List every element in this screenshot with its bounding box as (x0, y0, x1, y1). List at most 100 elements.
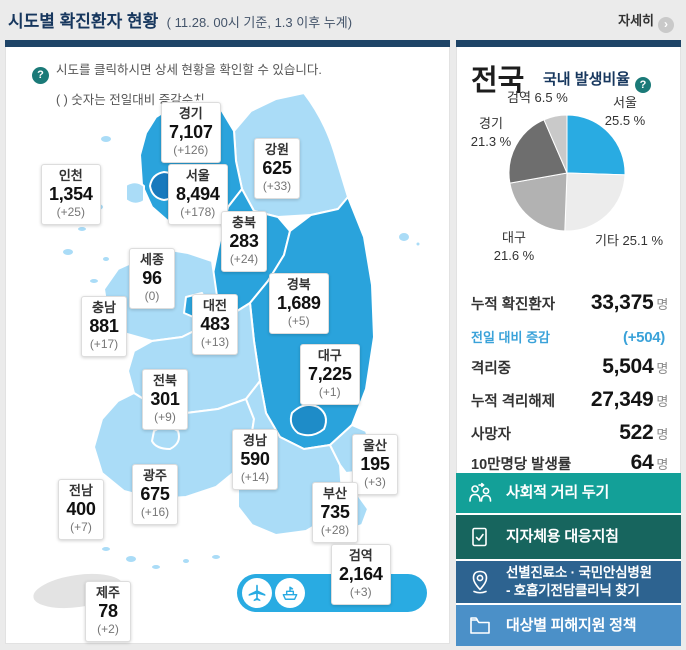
more-link-label: 자세히 (618, 13, 654, 28)
region-label-daejeon[interactable]: 대전 483 (+13) (192, 294, 238, 355)
region-count: 301 (150, 389, 180, 409)
region-label-jeju[interactable]: 제주 78 (+2) (85, 581, 131, 642)
region-label-daegu[interactable]: 대구 7,225 (+1) (300, 344, 360, 405)
region-count: 1,354 (49, 184, 93, 204)
more-link[interactable]: 자세히 › (618, 10, 674, 33)
stat-unit: 명 (656, 457, 668, 472)
region-count: 195 (360, 454, 390, 474)
stat-value: 64 명 (630, 451, 669, 474)
region-name: 세종 (140, 252, 164, 267)
region-label-jeonnam[interactable]: 전남 400 (+7) (58, 479, 104, 540)
region-delta: (+13) (200, 335, 230, 349)
region-delta: (+2) (97, 622, 119, 636)
pie-label-etc: 기타 25.1 % (595, 232, 663, 250)
region-name: 전북 (153, 373, 177, 388)
region-name: 대구 (317, 348, 342, 363)
stat-deaths: 사망자 522 명 (471, 421, 668, 445)
pie-slice-경기 (508, 119, 568, 184)
pie-slice-pct: 6.5 % (534, 90, 568, 105)
pie-label-daegu: 대구 21.6 % (483, 229, 545, 265)
screening-clinic-finder-button[interactable]: 선별진료소 · 국민안심병원 - 호흡기전담클리닉 찾기 (456, 559, 681, 603)
region-count: 8,494 (176, 184, 220, 204)
map-island (210, 553, 222, 561)
map-region-gwangju[interactable] (151, 426, 180, 450)
map-island (99, 134, 113, 144)
map-island (61, 247, 75, 257)
region-delta: (+17) (89, 337, 119, 351)
region-label-jeonbuk[interactable]: 전북 301 (+9) (142, 369, 188, 430)
region-label-sejong[interactable]: 세종 96 (0) (129, 248, 175, 309)
checklist-document-icon (468, 525, 498, 549)
stat-unit: 명 (656, 427, 668, 442)
region-count: 625 (262, 158, 292, 178)
region-delta: (+24) (229, 252, 259, 266)
domestic-ratio-pie-chart (508, 114, 626, 232)
region-delta: (+126) (173, 143, 209, 157)
region-count: 483 (200, 314, 230, 334)
region-delta: (+3) (349, 585, 372, 599)
region-delta: (+3) (364, 475, 386, 489)
region-name: 검역 (348, 548, 373, 563)
social-distancing-button[interactable]: 사회적 거리 두기 (456, 473, 681, 513)
map-region-incheon[interactable] (125, 181, 145, 205)
region-label-gyeongnam[interactable]: 경남 590 (+14) (232, 429, 278, 490)
region-delta: (+5) (287, 314, 310, 328)
pie-label-seoul: 서울 25.5 % (595, 94, 655, 130)
pie-slice-기타 (564, 172, 626, 232)
region-label-gyeongbuk[interactable]: 경북 1,689 (+5) (269, 273, 329, 334)
region-delta: (+1) (318, 385, 341, 399)
region-delta: (+9) (154, 410, 176, 424)
button-label: 선별진료소 · 국민안심병원 - 호흡기전담클리닉 찾기 (506, 565, 652, 598)
map-island-ulleungdo (397, 231, 411, 243)
map-island (414, 240, 422, 248)
region-name: 서울 (185, 168, 210, 183)
region-label-gangwon[interactable]: 강원 625 (+33) (254, 138, 300, 199)
region-name: 충남 (92, 300, 116, 315)
region-label-incheon[interactable]: 인천 1,354 (+25) (41, 164, 101, 225)
region-delta: (+28) (320, 523, 350, 537)
region-name: 제주 (96, 585, 120, 600)
stat-unit: 명 (656, 361, 668, 376)
page-subtitle: ( 11.28. 00시 기준, 1.3 이후 누계) (166, 15, 353, 30)
map-island (181, 557, 191, 565)
region-label-quarantine[interactable]: 검역 2,164 (+3) (331, 544, 391, 605)
stat-label: 격리중 (471, 361, 512, 377)
stat-value: 27,349 명 (590, 388, 668, 411)
region-label-gwangju[interactable]: 광주 675 (+16) (132, 464, 178, 525)
region-label-busan[interactable]: 부산 735 (+28) (312, 482, 358, 543)
region-name: 전남 (69, 483, 93, 498)
map-island (100, 545, 112, 553)
region-name: 대전 (203, 298, 227, 313)
region-count: 78 (98, 601, 118, 621)
map-region-daegu[interactable] (289, 404, 327, 437)
stat-in-isolation: 격리중 5,504 명 (471, 355, 668, 379)
stat-value: 522 명 (619, 421, 668, 444)
pie-slice-pct: 21.3 % (470, 134, 512, 149)
stat-label: 누적 확진환자 (471, 297, 556, 313)
region-name: 경기 (178, 106, 203, 121)
question-icon[interactable]: ? (634, 77, 651, 93)
region-delta: (+33) (262, 179, 292, 193)
question-icon[interactable]: ? (32, 67, 49, 84)
button-label: 사회적 거리 두기 (506, 484, 610, 502)
region-label-chungnam[interactable]: 충남 881 (+17) (81, 296, 127, 357)
button-label: 대상별 피해지원 정책 (506, 616, 637, 634)
region-label-ulsan[interactable]: 울산 195 (+3) (352, 434, 398, 495)
region-label-gyeonggi[interactable]: 경기 7,107 (+126) (161, 102, 221, 163)
region-count: 1,689 (277, 293, 321, 313)
region-label-chungbuk[interactable]: 충북 283 (+24) (221, 211, 267, 272)
map-island (101, 255, 111, 263)
region-delta: (+7) (70, 520, 92, 534)
pie-slice-name: 검역 (507, 90, 531, 105)
pie-label-gyeonggi: 경기 21.3 % (461, 115, 521, 151)
region-label-seoul[interactable]: 서울 8,494 (+178) (168, 164, 228, 225)
page-title: 시도별 확진환자 현황 (8, 12, 159, 31)
region-name: 경남 (243, 433, 267, 448)
pie-slice-name: 대구 (502, 230, 526, 245)
region-count: 590 (240, 449, 270, 469)
damage-support-policy-button[interactable]: 대상별 피해지원 정책 (456, 603, 681, 646)
pie-slice-pct: 21.6 % (493, 248, 535, 263)
stat-unit: 명 (656, 297, 668, 312)
stat-value: (+504) (623, 329, 665, 346)
local-gov-guideline-button[interactable]: 지자체용 대응지침 (456, 513, 681, 559)
